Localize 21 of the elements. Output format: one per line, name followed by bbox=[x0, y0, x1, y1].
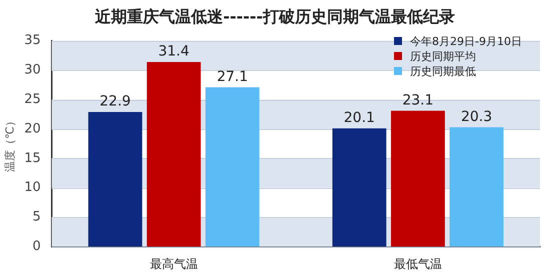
data-label: 31.4 bbox=[158, 44, 190, 60]
y-axis-title: 温度（℃） bbox=[3, 116, 16, 172]
y-tick-label: 20 bbox=[24, 121, 41, 136]
legend-label: 历史同期平均 bbox=[409, 49, 478, 64]
y-tick-label: 10 bbox=[24, 180, 41, 196]
x-tick-label: 最高气温 bbox=[150, 256, 198, 271]
y-tick-label: 15 bbox=[24, 150, 41, 166]
y-tick-label: 35 bbox=[24, 33, 41, 48]
y-tick-label: 30 bbox=[24, 62, 41, 78]
data-label: 27.1 bbox=[216, 68, 248, 85]
chart-title: 近期重庆气温低迷------打破历史同期气温最低纪录 bbox=[94, 6, 456, 28]
x-tick-label: 最低气温 bbox=[394, 256, 442, 271]
y-tick-label: 0 bbox=[32, 238, 41, 254]
legend-label: 今年8月29日-9月10日 bbox=[409, 34, 522, 49]
data-label: 20.3 bbox=[460, 108, 492, 125]
y-tick-label: 5 bbox=[32, 210, 41, 225]
data-label: 20.1 bbox=[344, 110, 375, 126]
y-tick-label: 25 bbox=[24, 92, 41, 107]
data-label: 22.9 bbox=[100, 94, 131, 110]
data-label: 23.1 bbox=[402, 92, 434, 108]
legend-label: 历史同期最低 bbox=[409, 64, 478, 79]
